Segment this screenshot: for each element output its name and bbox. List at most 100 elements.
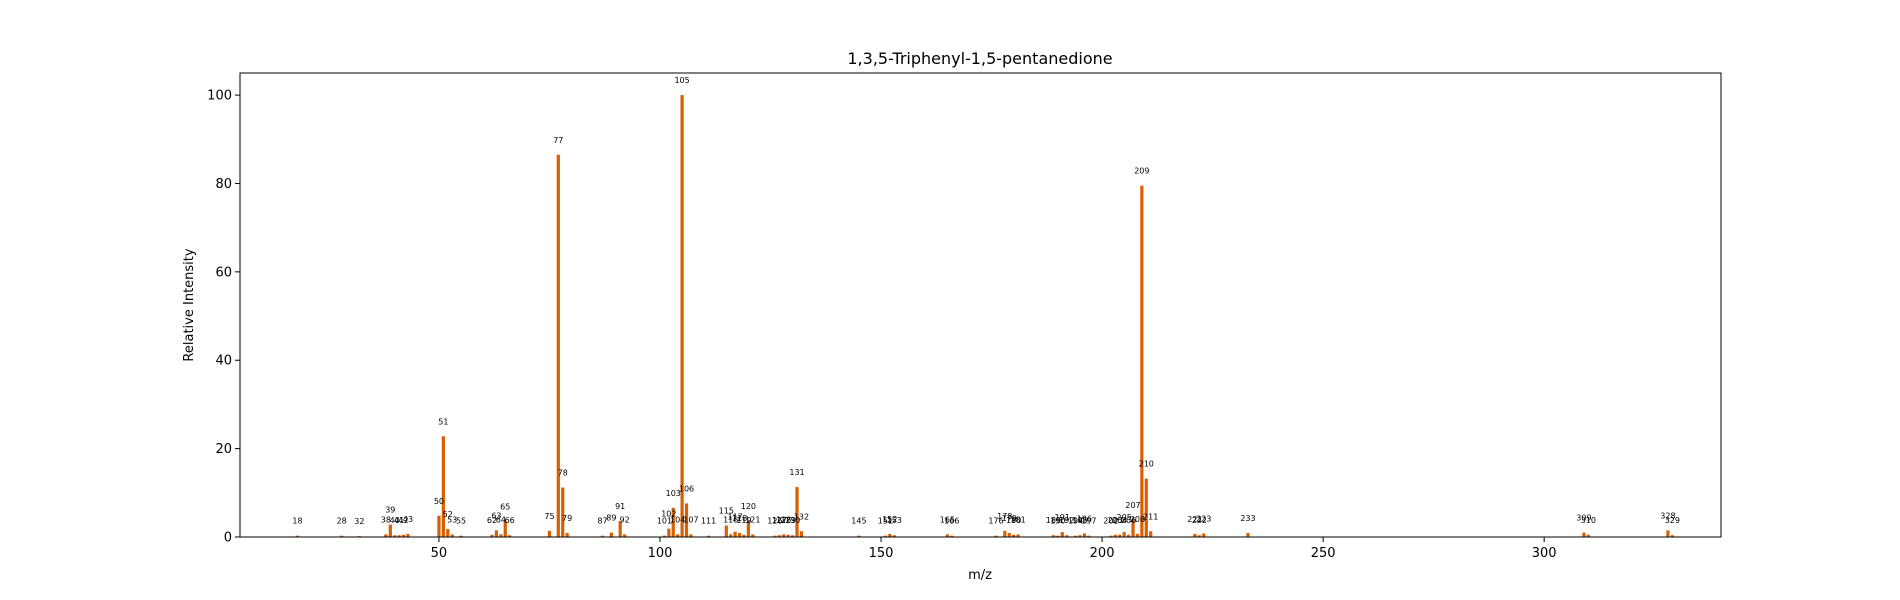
peak-label-101: 101	[657, 517, 672, 526]
peak-label-75: 75	[544, 512, 554, 521]
peak-label-206: 206	[1121, 516, 1136, 525]
peak-label-223: 223	[1196, 514, 1211, 523]
peak-bar-51	[441, 436, 445, 537]
peak-bar-103	[671, 507, 675, 537]
peak-label-121: 121	[745, 515, 760, 524]
peak-bar-92	[623, 534, 627, 537]
peak-label-107: 107	[683, 515, 698, 524]
peak-bar-115	[724, 525, 728, 537]
peak-label-38: 38	[381, 515, 391, 524]
peak-bar-179	[1007, 533, 1011, 537]
peak-label-176: 176	[988, 517, 1003, 526]
peak-label-203: 203	[1108, 516, 1123, 525]
peak-bar-195	[1078, 535, 1082, 537]
peak-bar-176	[994, 535, 998, 537]
peak-label-181: 181	[1010, 515, 1025, 524]
peak-bar-91	[618, 521, 622, 537]
peak-label-53: 53	[447, 515, 457, 524]
peak-label-42: 42	[398, 516, 408, 525]
peak-label-209: 209	[1134, 167, 1149, 176]
x-tick-label: 100	[648, 546, 673, 561]
peak-label-65: 65	[500, 503, 510, 512]
peak-label-204: 204	[1112, 516, 1127, 525]
peak-label-119: 119	[736, 516, 751, 525]
peak-bar-106	[684, 503, 689, 537]
y-axis-ticks: 0 20 40 60 80 100	[207, 89, 240, 546]
peak-label-62: 62	[487, 516, 497, 525]
peak-label-310: 310	[1581, 516, 1596, 525]
peak-bar-105	[680, 95, 684, 537]
peak-bar-101	[662, 535, 667, 537]
peak-bar-211	[1149, 531, 1153, 537]
peak-bar-192	[1065, 535, 1069, 537]
peak-label-89: 89	[606, 514, 616, 523]
peak-bar-166	[950, 535, 954, 537]
peak-bar-104	[676, 534, 680, 537]
peak-label-328: 328	[1660, 511, 1675, 520]
peak-bar-165	[945, 534, 949, 537]
y-tick-label: 20	[215, 442, 232, 457]
peak-bar-152	[888, 533, 892, 537]
peak-bar-28	[340, 535, 344, 537]
peak-bar-131	[795, 487, 799, 537]
peak-label-195: 195	[1072, 516, 1087, 525]
peak-bar-223	[1202, 533, 1206, 537]
peak-bar-40	[393, 535, 397, 537]
peak-bar-53	[450, 534, 454, 537]
peak-label-309: 309	[1576, 514, 1591, 523]
peak-bar-180	[1012, 534, 1016, 537]
peak-bar-43	[406, 533, 410, 537]
peak-label-127: 127	[772, 516, 787, 525]
peak-bar-38	[384, 534, 388, 537]
peak-label-233: 233	[1240, 514, 1255, 523]
peak-label-192: 192	[1059, 516, 1074, 525]
x-tick-label: 300	[1532, 546, 1557, 561]
y-tick-label: 0	[224, 531, 232, 546]
peak-label-92: 92	[620, 515, 630, 524]
peak-label-78: 78	[558, 469, 568, 478]
peak-bar-132	[799, 531, 804, 537]
peak-bar-111	[707, 535, 711, 537]
peak-label-41: 41	[394, 516, 404, 525]
peak-label-189: 189	[1046, 516, 1061, 525]
peak-bar-196	[1082, 533, 1086, 537]
peak-label-131: 131	[789, 468, 804, 477]
peak-bar-127	[777, 535, 781, 537]
x-axis-ticks: 50 100 150 200 250 300	[431, 537, 1557, 561]
peak-label-179: 179	[1002, 514, 1017, 523]
peak-label-197: 197	[1081, 517, 1096, 526]
peak-label-116: 116	[723, 515, 738, 524]
peak-bar-145	[857, 535, 861, 537]
peak-bar-197	[1087, 535, 1091, 537]
y-tick-label: 40	[215, 354, 232, 369]
peak-label-106: 106	[679, 484, 694, 493]
peak-label-151: 151	[878, 517, 893, 526]
peak-bar-75	[547, 530, 552, 537]
peak-label-205: 205	[1117, 513, 1132, 522]
peak-bar-121	[751, 534, 755, 537]
peak-label-165: 165	[940, 515, 955, 524]
peak-bar-209	[1140, 185, 1144, 537]
x-tick-label: 150	[869, 546, 894, 561]
peak-bar-65	[503, 521, 507, 537]
peak-label-166: 166	[944, 517, 959, 526]
peak-label-87: 87	[597, 517, 607, 526]
peak-label-329: 329	[1665, 516, 1680, 525]
x-axis-label: m/z	[968, 568, 992, 583]
peak-label-79: 79	[562, 514, 572, 523]
peak-bar-178	[1003, 530, 1007, 537]
peak-label-126: 126	[767, 517, 782, 526]
peak-bar-126	[773, 535, 777, 537]
peak-label-178: 178	[997, 512, 1012, 521]
peak-label-222: 222	[1192, 516, 1207, 525]
peak-bar-102	[667, 528, 671, 537]
y-tick-label: 60	[215, 265, 232, 280]
peak-bar-42	[401, 534, 406, 537]
peak-label-152: 152	[882, 515, 897, 524]
peak-label-91: 91	[615, 502, 625, 511]
peak-label-129: 129	[781, 516, 796, 525]
peak-label-28: 28	[337, 517, 347, 526]
peak-bar-117	[733, 531, 737, 537]
peak-bar-120	[746, 521, 750, 537]
